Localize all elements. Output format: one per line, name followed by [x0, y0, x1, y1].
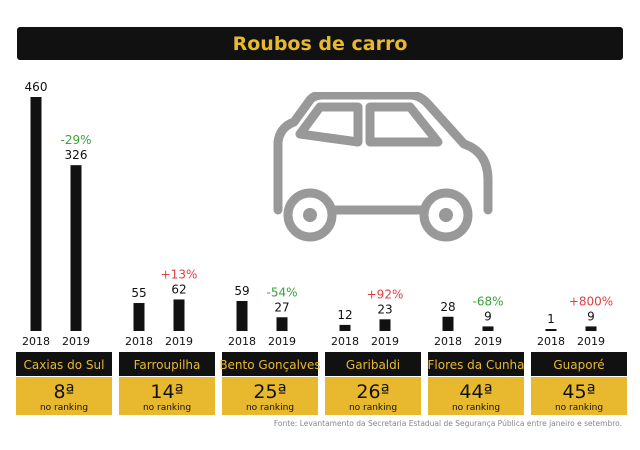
- change-label: -29%: [60, 133, 91, 147]
- city-label: Flores da Cunha: [427, 358, 524, 372]
- value-label: 27: [274, 300, 289, 314]
- value-label: 12: [337, 308, 352, 322]
- year-label: 2019: [268, 335, 296, 348]
- city-label-box: [428, 352, 524, 376]
- year-label: 2019: [165, 335, 193, 348]
- rank-value: 45ª: [562, 381, 595, 403]
- value-label: 28: [440, 300, 455, 314]
- change-label: +800%: [569, 294, 613, 308]
- city-label: Farroupilha: [134, 358, 201, 372]
- year-label: 2018: [228, 335, 256, 348]
- change-label: +92%: [367, 287, 404, 301]
- value-label: 23: [377, 302, 392, 316]
- city-label-box: [325, 352, 421, 376]
- rank-value: 44ª: [459, 381, 492, 403]
- rank-text: no ranking: [555, 403, 603, 413]
- source-note: Fonte: Levantamento da Secretaria Estadu…: [273, 419, 622, 428]
- value-label: 9: [587, 309, 595, 323]
- rank-box: [325, 377, 421, 415]
- bar: [379, 319, 391, 331]
- bar: [70, 165, 82, 331]
- year-label: 2018: [434, 335, 462, 348]
- bar: [442, 316, 454, 331]
- value-label: 1: [547, 312, 555, 326]
- rank-text: no ranking: [349, 403, 397, 413]
- city-label: Garibaldi: [346, 358, 400, 372]
- car-icon: [273, 92, 493, 242]
- rank-text: no ranking: [452, 403, 500, 413]
- rank-box: [222, 377, 318, 415]
- city-label: Caxias do Sul: [24, 358, 105, 372]
- rank-box: [531, 377, 627, 415]
- rank-text: no ranking: [246, 403, 294, 413]
- bar: [30, 97, 42, 331]
- chart-title: Roubos de carro: [232, 32, 408, 55]
- rank-text: no ranking: [40, 403, 88, 413]
- year-label: 2018: [125, 335, 153, 348]
- year-label: 2019: [371, 335, 399, 348]
- city-label-box: [222, 352, 318, 376]
- change-label: -68%: [472, 294, 503, 308]
- year-label: 2019: [474, 335, 502, 348]
- bar: [173, 299, 185, 331]
- bar: [276, 317, 288, 331]
- rank-value: 26ª: [356, 381, 389, 403]
- bar: [482, 326, 494, 331]
- value-label: 55: [131, 286, 146, 300]
- value-label: 62: [171, 282, 186, 296]
- value-label: 326: [65, 148, 88, 162]
- year-label: 2018: [22, 335, 50, 348]
- city-label-box: [16, 352, 112, 376]
- value-label: 59: [234, 284, 249, 298]
- city-label: Bento Gonçalves: [219, 358, 320, 372]
- title-bar: Roubos de carro: [17, 27, 623, 60]
- value-label: 9: [484, 309, 492, 323]
- bar: [339, 324, 351, 331]
- change-label: +13%: [161, 267, 198, 281]
- rank-box: [119, 377, 215, 415]
- bar: [545, 329, 557, 331]
- value-label: 460: [25, 80, 48, 94]
- year-label: 2018: [331, 335, 359, 348]
- bar: [585, 326, 597, 331]
- bar: [236, 300, 248, 331]
- rank-value: 14ª: [150, 381, 183, 403]
- bar: [133, 303, 145, 331]
- city-label-box: [531, 352, 627, 376]
- year-label: 2018: [537, 335, 565, 348]
- rank-value: 25ª: [253, 381, 286, 403]
- rank-text: no ranking: [143, 403, 191, 413]
- city-label-box: [119, 352, 215, 376]
- city-label: Guaporé: [553, 358, 604, 372]
- rank-box: [428, 377, 524, 415]
- rank-value: 8ª: [53, 381, 74, 403]
- year-label: 2019: [577, 335, 605, 348]
- change-label: -54%: [266, 285, 297, 299]
- year-label: 2019: [62, 335, 90, 348]
- rank-box: [16, 377, 112, 415]
